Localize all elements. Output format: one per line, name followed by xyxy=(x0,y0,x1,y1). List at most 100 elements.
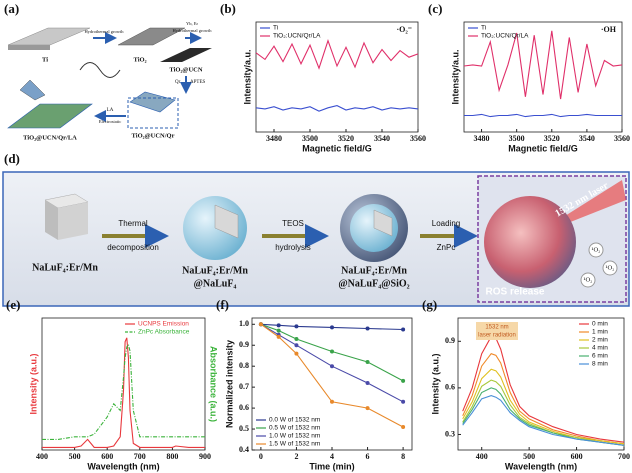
x-tick-label: 3520 xyxy=(544,134,560,143)
series-line xyxy=(42,337,205,448)
x-tick-label: 700 xyxy=(134,452,146,461)
point xyxy=(258,322,263,327)
y-axis-title: Normalized intensity xyxy=(224,340,234,428)
x-tick-label: 500 xyxy=(523,452,535,461)
core-shell-label: @NaLuF₄ xyxy=(194,278,237,289)
point xyxy=(330,364,334,369)
point xyxy=(276,323,281,328)
annotation-box xyxy=(476,322,518,340)
qr-label: Qr xyxy=(175,80,181,85)
y-axis-title: Intensity/a.u. xyxy=(242,49,252,104)
molecule xyxy=(79,62,121,78)
y-axis-title: Intensity (a.u.) xyxy=(28,353,38,414)
point xyxy=(365,406,370,411)
panel-label: (a) xyxy=(4,1,19,16)
series-line xyxy=(260,323,404,403)
legend-label: TiO₂:UCN/Qr/LA xyxy=(273,33,321,40)
singlet-oxygen: ¹O₂ xyxy=(584,276,593,283)
x-tick-label: 3560 xyxy=(614,134,630,143)
panel-label: (b) xyxy=(220,1,236,16)
ucn-label: TiO₂@UCN xyxy=(169,66,202,73)
bubble xyxy=(588,242,604,258)
dopant-label: Yb, Er xyxy=(186,21,198,27)
y-tick-label: 0.9 xyxy=(239,340,249,349)
x-tick-label: 3480 xyxy=(266,134,282,143)
legend-label: 0 min xyxy=(592,321,608,328)
series-line xyxy=(255,38,419,70)
cutaway xyxy=(214,204,239,239)
cube-left xyxy=(45,200,58,240)
tio2-label: TiO₂ xyxy=(133,56,146,63)
x-tick-label: 800 xyxy=(166,452,178,461)
silica-label: @NaLuF₄@SiO₂ xyxy=(338,278,409,289)
panel-label: (d) xyxy=(4,151,20,166)
x-tick-label: 2 xyxy=(294,452,298,461)
y-tick-label: 0.6 xyxy=(445,383,455,392)
arrow-label: ZnPc xyxy=(437,243,456,252)
y-axis-title: Intensity/a.u. xyxy=(450,49,460,104)
x-axis-title: Wavelength (nm) xyxy=(87,461,159,471)
x-tick-label: 600 xyxy=(101,452,113,461)
series-line xyxy=(463,30,623,100)
x-tick-label: 4 xyxy=(330,452,334,461)
series-line xyxy=(464,113,622,118)
annotation: ·OH xyxy=(601,25,617,34)
x-tick-label: 3480 xyxy=(474,134,490,143)
panel-label: (c) xyxy=(428,1,442,16)
plot-frame xyxy=(463,21,623,133)
legend-label: 0.5 W of 1532 nm xyxy=(269,425,320,432)
point xyxy=(365,360,370,364)
x-tick-label: 6 xyxy=(366,452,370,461)
point xyxy=(294,343,299,348)
x-tick-label: 3520 xyxy=(338,134,354,143)
point xyxy=(276,328,281,333)
y-axis-title: Intensity (a.u.) xyxy=(430,353,440,414)
point xyxy=(401,327,406,332)
point xyxy=(276,334,281,339)
step-label: Electrostatic xyxy=(99,119,122,124)
point xyxy=(330,325,334,330)
x-tick-label: 3500 xyxy=(302,134,318,143)
x-tick-label: 900 xyxy=(199,452,211,461)
annotation: ·O₂⁻ xyxy=(396,25,412,34)
final-label: TiO₂@UCN/Qr/LA xyxy=(23,134,77,141)
x-tick-label: 3560 xyxy=(410,134,426,143)
point xyxy=(294,351,299,356)
arrow-label: TEOS xyxy=(282,219,304,228)
x-tick-label: 3540 xyxy=(374,134,390,143)
x-tick-label: 400 xyxy=(476,452,488,461)
core-label: NaLuF₄:Er/Mn xyxy=(32,262,98,273)
y-tick-label: 0.9 xyxy=(445,336,455,345)
legend-label: 1 min xyxy=(592,329,608,336)
series-line xyxy=(462,379,625,446)
legend-label: ZnPc Absorbance xyxy=(138,329,190,336)
legend-label: Ti xyxy=(481,25,486,32)
final-plate xyxy=(7,103,93,129)
series-line xyxy=(260,323,404,331)
legend-label: 6 min xyxy=(592,353,608,360)
legend-label: 1.0 W of 1532 nm xyxy=(269,433,320,440)
qr-plate xyxy=(129,91,176,113)
cutaway xyxy=(373,209,393,237)
x-axis-title: Wavelength (nm) xyxy=(505,461,577,471)
legend-label: UCNPS Emission xyxy=(138,321,189,328)
y-tick-label: 0.6 xyxy=(239,403,249,412)
arrow-label: Loading xyxy=(432,219,460,228)
ucn-plate xyxy=(160,48,212,62)
y-tick-label: 0.3 xyxy=(445,429,455,438)
series-line xyxy=(260,323,404,428)
x-axis-title: Magnetic field/G xyxy=(302,143,372,153)
x-tick-label: 3500 xyxy=(509,134,525,143)
ros-label: ROS release xyxy=(486,287,545,298)
x-tick-label: 0 xyxy=(259,452,263,461)
dashed-frame xyxy=(127,97,179,129)
point xyxy=(330,349,334,354)
ros-sphere xyxy=(484,196,576,288)
y-tick-label: 0.4 xyxy=(239,445,249,454)
inset xyxy=(19,79,46,101)
point xyxy=(401,399,406,404)
legend-label: 1.5 W of 1532 nm xyxy=(269,441,320,448)
plot-frame xyxy=(41,317,206,451)
aptes-label: APTES xyxy=(190,80,206,85)
point xyxy=(401,424,406,429)
